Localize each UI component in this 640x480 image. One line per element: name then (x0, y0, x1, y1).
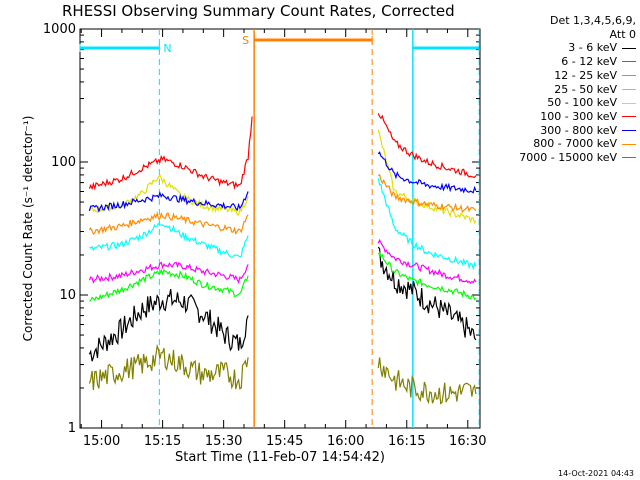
series-line-0-seg-0 (88, 288, 249, 362)
y-tick-label: 10 (59, 288, 76, 303)
legend-entry: 300 - 800 keV (488, 124, 636, 138)
footer-timestamp: 14-Oct-2021 04:43 (558, 469, 634, 478)
legend-entry-label: 50 - 100 keV (547, 96, 617, 110)
x-tick-label: 15:15 (144, 434, 181, 449)
plot-layer: 1 10 100 1000 15:00 15:15 15:30 15:45 16:00 16:15… (21, 22, 487, 465)
legend-swatch (622, 129, 636, 131)
series-line-5-seg-1 (377, 113, 477, 178)
y-tick-label: 100 (51, 155, 76, 170)
x-tick-label: 16:30 (449, 434, 486, 449)
legend-swatch (622, 143, 636, 145)
x-tick-label: 15:00 (83, 434, 120, 449)
legend-entry: 6 - 12 keV (488, 55, 636, 69)
x-tick-label: 15:45 (266, 434, 303, 449)
legend-entry: 50 - 100 keV (488, 96, 636, 110)
legend-entry-label: 7000 - 15000 keV (519, 151, 617, 165)
legend-entry-label: 6 - 12 keV (561, 55, 617, 69)
series-line-1-seg-0 (88, 261, 249, 284)
x-tick-label: 15:30 (205, 434, 242, 449)
x-tick-label: 16:15 (388, 434, 425, 449)
series-line-6-seg-1 (377, 151, 477, 194)
series-line-3-seg-0 (89, 222, 249, 259)
legend-entry: 7000 - 15000 keV (488, 151, 636, 165)
series-line-8-seg-0 (88, 343, 249, 391)
y-tick-label: 1 (68, 421, 76, 436)
legend-swatch (622, 47, 636, 49)
series-line-7-seg-1 (377, 173, 477, 214)
legend-entry: 100 - 300 keV (488, 110, 636, 124)
legend-entry: 3 - 6 keV (488, 41, 636, 55)
legend-entry-label: 800 - 7000 keV (533, 137, 617, 151)
legend-entry-label: 300 - 800 keV (540, 123, 617, 137)
legend-entry-label: 25 - 50 keV (554, 82, 617, 96)
legend-entry-label: 12 - 25 keV (554, 68, 617, 82)
legend-swatch (622, 88, 636, 90)
legend-swatch (622, 102, 636, 104)
series-line-2-seg-0 (89, 268, 249, 302)
series-line-7-seg-0 (88, 211, 249, 236)
series-line-8-seg-1 (377, 357, 477, 405)
legend-swatch (622, 61, 636, 63)
series-line-6-seg-0 (88, 191, 249, 213)
legend-rows: 3 - 6 keV 6 - 12 keV 12 - 25 keV 25 - 50 ke… (488, 41, 636, 164)
series-line-0-seg-1 (377, 246, 477, 341)
legend-header-2: Att 0 (609, 27, 636, 41)
series-line-4-seg-1 (377, 129, 477, 225)
series-line-3-seg-1 (377, 178, 477, 271)
legend-entry: 25 - 50 keV (488, 83, 636, 97)
y-tick-label: 1000 (43, 22, 76, 37)
flag-label-s: S (242, 34, 249, 47)
flag-label-n: N (163, 42, 171, 55)
legend-entry: 800 - 7000 keV (488, 137, 636, 151)
y-axis-title: Corrected Count Rate (s⁻¹ detector⁻¹) (21, 116, 35, 342)
legend-swatch (622, 157, 636, 159)
plot-frame (79, 28, 481, 429)
series-line-2-seg-1 (377, 251, 477, 301)
chart-title: RHESSI Observing Summary Count Rates, Co… (62, 2, 455, 20)
legend: Det 1,3,4,5,6,9, Att 0 3 - 6 keV 6 - 12 k… (488, 14, 636, 165)
legend-entry-label: 3 - 6 keV (568, 41, 617, 55)
legend-entry-label: 100 - 300 keV (540, 109, 617, 123)
legend-entry: 12 - 25 keV (488, 69, 636, 83)
legend-header-1: Det 1,3,4,5,6,9, (549, 14, 636, 27)
legend-swatch (622, 116, 636, 118)
series-line-1-seg-1 (377, 238, 477, 285)
x-axis-title: Start Time (11-Feb-07 14:54:42) (175, 450, 385, 465)
series-line-5-seg-0 (88, 116, 253, 191)
legend-swatch (622, 75, 636, 77)
x-tick-label: 16:00 (327, 434, 364, 449)
